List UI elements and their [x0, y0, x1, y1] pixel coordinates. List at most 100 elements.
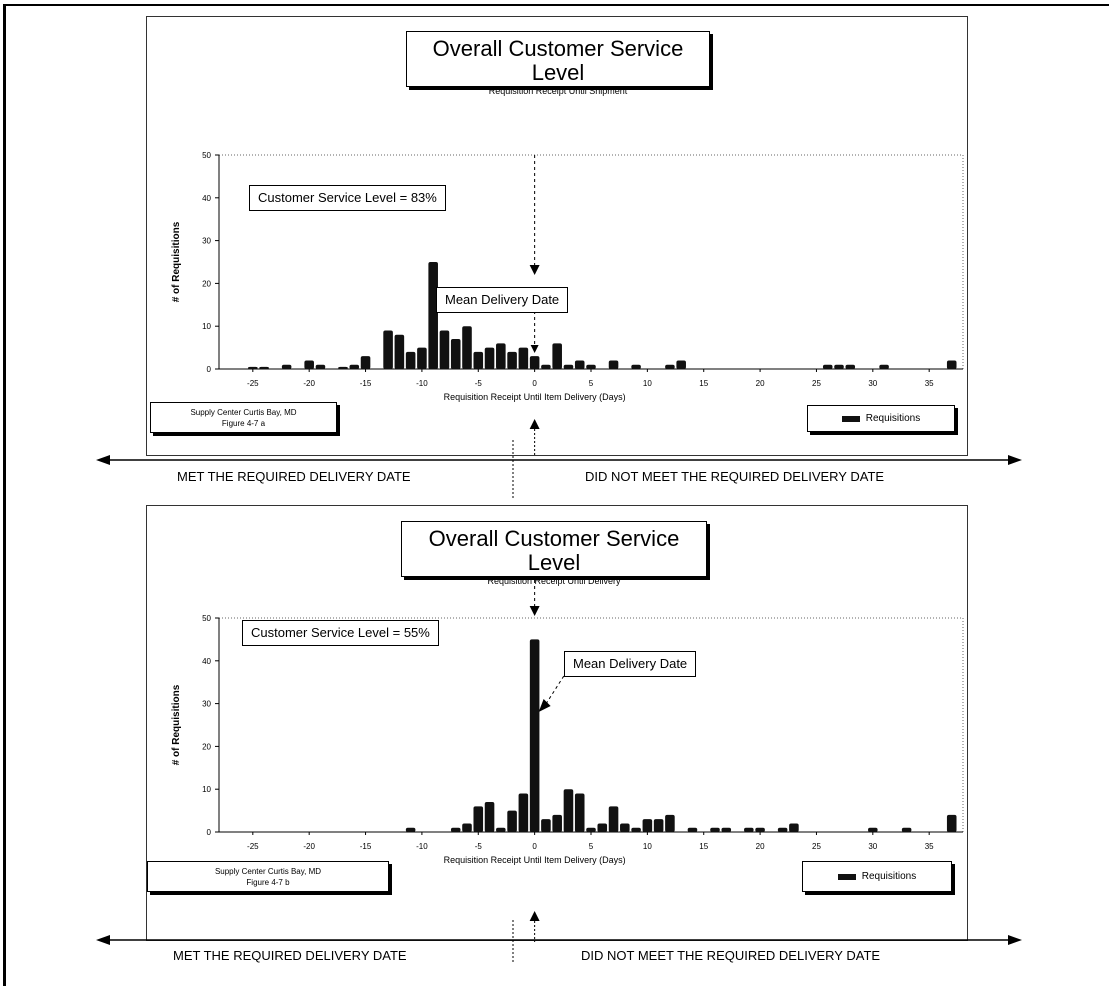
bar — [642, 819, 653, 832]
bar — [552, 343, 562, 369]
bar — [721, 827, 732, 832]
bar — [439, 330, 450, 369]
source-box: Supply Center Curtis Bay, MD Figure 4-7 … — [147, 861, 389, 892]
bar — [608, 360, 619, 369]
arrow-left-icon — [96, 935, 110, 945]
x-tick-label: -20 — [303, 842, 315, 851]
chart-title-box: Overall Customer Service Level Requisiti… — [406, 31, 710, 96]
arrow-down-icon — [529, 265, 540, 275]
bar — [405, 827, 416, 832]
bar — [946, 814, 957, 832]
caption-not-met: DID NOT MEET THE REQUIRED DELIVERY DATE — [585, 469, 885, 484]
x-tick-label: 20 — [756, 842, 765, 851]
bar — [845, 364, 856, 369]
x-tick-label: 25 — [812, 842, 821, 851]
mean-pointer-line — [544, 670, 568, 707]
x-tick-label: 0 — [532, 842, 537, 851]
bar — [822, 364, 833, 369]
legend: Requisitions — [807, 405, 955, 432]
legend: Requisitions — [802, 861, 952, 892]
bar — [496, 343, 506, 369]
y-tick-label: 50 — [202, 614, 211, 623]
x-axis-label: Requisition Receipt Until Item Delivery … — [444, 855, 626, 865]
arrow-up-icon — [529, 911, 540, 921]
chart-subtitle: Requisition Receipt Until Delivery — [487, 576, 621, 586]
y-tick-label: 20 — [202, 742, 211, 751]
bar — [473, 806, 484, 832]
y-tick-label: 0 — [207, 828, 212, 837]
x-tick-label: 35 — [925, 842, 934, 851]
bar — [901, 827, 912, 832]
chart-panel-a: Overall Customer Service Level Requisiti… — [146, 16, 968, 457]
bar — [777, 827, 788, 832]
x-tick-label: 10 — [643, 379, 652, 388]
y-tick-label: 40 — [202, 194, 211, 203]
bar — [541, 364, 551, 369]
x-tick-label: 5 — [589, 842, 594, 851]
legend-swatch — [841, 415, 860, 422]
chart-subtitle: Requisition Receipt Until Shipment — [488, 86, 628, 96]
x-tick-label: -15 — [360, 842, 372, 851]
y-axis-label: # of Requisitions — [171, 221, 182, 302]
bar — [586, 364, 596, 369]
mean-delivery-label: Mean Delivery Date — [436, 287, 569, 313]
arrow-down-icon — [530, 345, 539, 353]
bar — [574, 793, 585, 832]
bar — [563, 364, 574, 369]
x-tick-label: -5 — [475, 842, 483, 851]
bar — [394, 334, 405, 369]
bar — [879, 364, 889, 369]
y-tick-label: 10 — [202, 322, 211, 331]
bar — [248, 366, 258, 369]
mean-delivery-label: Mean Delivery Date — [564, 651, 697, 677]
y-tick-label: 40 — [202, 657, 211, 666]
arrow-pointer-icon — [538, 699, 551, 712]
chart-title: Overall Customer Service Level — [432, 36, 684, 85]
caption-met: MET THE REQUIRED DELIVERY DATE — [177, 469, 411, 484]
bar — [473, 351, 484, 369]
x-tick-label: 30 — [868, 842, 877, 851]
y-tick-label: 50 — [202, 151, 211, 160]
x-tick-label: 5 — [589, 379, 594, 388]
bar — [529, 639, 540, 832]
x-tick-label: 0 — [532, 379, 537, 388]
bar — [259, 366, 269, 369]
chart-panel-b: Overall Customer Service Level Requisiti… — [146, 505, 968, 942]
bar — [349, 364, 360, 369]
x-tick-label: -15 — [360, 379, 372, 388]
bar — [597, 823, 608, 832]
chart-plot-a: 0 10 20 30 40 50 -25 -20 -15 -10 -5 0 5 10 15 20 25 30 35 #… — [171, 151, 964, 457]
bar — [450, 339, 461, 369]
bar — [586, 827, 596, 832]
y-tick-label: 30 — [202, 700, 211, 709]
legend-label: Requisitions — [861, 871, 917, 882]
chart-title: Overall Customer Service Level — [428, 526, 680, 575]
bar — [608, 806, 619, 832]
figure-label: Figure 4-7 b — [246, 878, 290, 887]
x-tick-label: -10 — [416, 842, 428, 851]
caption-not-met: DID NOT MEET THE REQUIRED DELIVERY DATE — [581, 948, 881, 963]
bar — [360, 356, 371, 369]
bar — [507, 810, 517, 832]
caption-met: MET THE REQUIRED DELIVERY DATE — [173, 948, 407, 963]
bar — [665, 814, 675, 832]
bar — [665, 364, 675, 369]
source-text: Supply Center Curtis Bay, MD — [214, 867, 322, 876]
x-axis-label: Requisition Receipt Until Item Delivery … — [444, 392, 626, 402]
bar — [529, 356, 540, 369]
bar — [676, 360, 686, 369]
x-tick-label: 35 — [925, 379, 934, 388]
divider-arrows-b — [96, 920, 1022, 964]
arrow-down-icon — [529, 606, 540, 616]
bar — [620, 823, 630, 832]
service-level-box: Customer Service Level = 55% — [242, 620, 439, 646]
bar — [563, 789, 574, 832]
bar — [496, 827, 506, 832]
y-tick-label: 30 — [202, 237, 211, 246]
bar — [755, 827, 765, 832]
y-axis-label: # of Requisitions — [171, 684, 182, 765]
bar — [315, 364, 326, 369]
bar — [484, 802, 495, 832]
x-tick-label: 25 — [812, 379, 821, 388]
legend-label: Requisitions — [865, 413, 921, 424]
